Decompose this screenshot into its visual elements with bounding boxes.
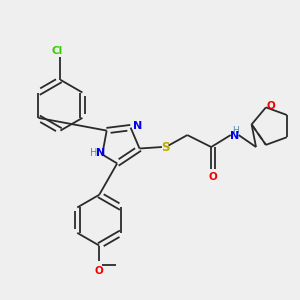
Text: N: N (133, 121, 142, 131)
Text: H: H (90, 148, 97, 158)
Text: N: N (95, 148, 105, 158)
Text: O: O (94, 266, 103, 277)
Text: Cl: Cl (51, 46, 62, 56)
Text: H: H (232, 126, 239, 135)
Text: S: S (161, 140, 169, 154)
Text: N: N (230, 131, 240, 141)
Text: O: O (208, 172, 217, 182)
Text: O: O (267, 101, 276, 111)
